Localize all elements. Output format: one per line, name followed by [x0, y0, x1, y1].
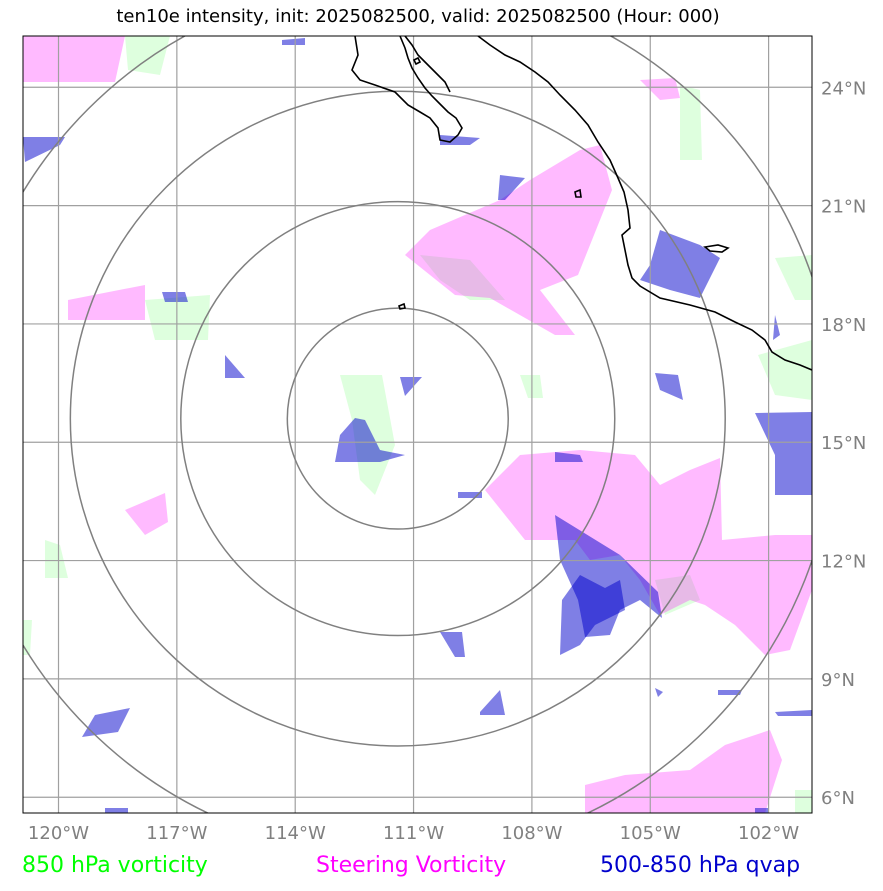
qvap-patch — [82, 708, 130, 737]
legend-steering: Steering Vorticity — [316, 853, 507, 878]
qvap-patch — [440, 632, 465, 657]
qvap-patch — [440, 135, 480, 145]
latitude-tick-label: 9°N — [821, 670, 855, 691]
qvap-patch — [773, 315, 780, 340]
vorticity-patch — [420, 255, 505, 300]
steering-patch — [485, 450, 812, 655]
island — [398, 302, 406, 310]
baja-gulf-coast — [404, 36, 451, 93]
island — [412, 56, 422, 66]
qvap-patch — [23, 137, 65, 162]
range-ring — [69, 90, 726, 747]
vorticity-contours — [23, 36, 812, 813]
qvap-patch — [105, 808, 128, 813]
qvap-patch — [225, 355, 245, 378]
qvap-patch — [560, 575, 625, 655]
steering-contours — [23, 36, 812, 813]
steering-patch — [405, 145, 612, 335]
longitude-tick-label: 111°W — [383, 823, 444, 844]
vorticity-patch — [775, 255, 812, 300]
qvap-patch — [555, 452, 583, 462]
qvap-patch — [480, 690, 505, 715]
latitude-tick-label: 18°N — [821, 315, 866, 336]
qvap-patch — [655, 688, 663, 697]
qvap-patch — [498, 175, 525, 200]
longitude-labels: 120°W 117°W 114°W 111°W 108°W 105°W 102°W — [28, 823, 799, 844]
vorticity-patch — [45, 540, 68, 578]
vorticity-patch — [125, 36, 170, 75]
longitude-tick-label: 114°W — [265, 823, 326, 844]
vorticity-patch — [758, 340, 812, 400]
coast-point — [703, 244, 730, 253]
latitude-tick-label: 21°N — [821, 197, 866, 218]
coastline — [351, 36, 812, 371]
latitude-tick-label: 6°N — [821, 788, 855, 809]
range-ring — [286, 307, 509, 530]
qvap-patch — [718, 690, 742, 695]
longitude-tick-label: 120°W — [28, 823, 89, 844]
legend-qvap: 500-850 hPa qvap — [600, 853, 801, 878]
map-title: ten10e intensity, init: 2025082500, vali… — [116, 6, 720, 27]
latitude-tick-label: 15°N — [821, 433, 866, 454]
qvap-patch — [640, 230, 720, 298]
latitude-tick-label: 24°N — [821, 78, 866, 99]
vorticity-patch — [23, 620, 32, 655]
longitude-tick-label: 102°W — [738, 823, 799, 844]
baja-coastline — [351, 36, 463, 143]
steering-patch — [125, 493, 168, 535]
map-layers — [23, 36, 812, 813]
mainland-coastline — [477, 36, 812, 371]
qvap-patch — [755, 412, 812, 495]
vorticity-patch — [145, 295, 210, 340]
steering-patch — [585, 730, 782, 813]
vorticity-patch — [795, 790, 812, 813]
latitude-tick-label: 12°N — [821, 552, 866, 573]
qvap-patch — [400, 377, 422, 396]
steering-patch — [23, 36, 125, 82]
longitude-tick-label: 108°W — [501, 823, 562, 844]
map-frame — [22, 35, 813, 814]
steering-patch — [640, 78, 680, 100]
qvap-patch — [162, 292, 188, 302]
range-rings — [23, 36, 812, 813]
longitude-tick-label: 117°W — [146, 823, 207, 844]
range-ring — [23, 36, 812, 813]
qvap-patch — [335, 418, 405, 462]
graticule — [23, 36, 812, 813]
island — [574, 188, 582, 198]
longitude-tick-label: 105°W — [620, 823, 681, 844]
qvap-contours — [23, 38, 812, 813]
vorticity-patch — [680, 85, 702, 160]
steering-patch — [68, 285, 145, 320]
qvap-patch — [775, 710, 812, 716]
qvap-patch — [655, 373, 683, 400]
legend-vorticity: 850 hPa vorticity — [22, 853, 208, 878]
latitude-labels: 24°N 21°N 18°N 15°N 12°N 9°N 6°N — [821, 78, 866, 809]
qvap-patch — [755, 808, 768, 813]
qvap-patch — [282, 38, 305, 45]
range-ring — [180, 200, 616, 637]
